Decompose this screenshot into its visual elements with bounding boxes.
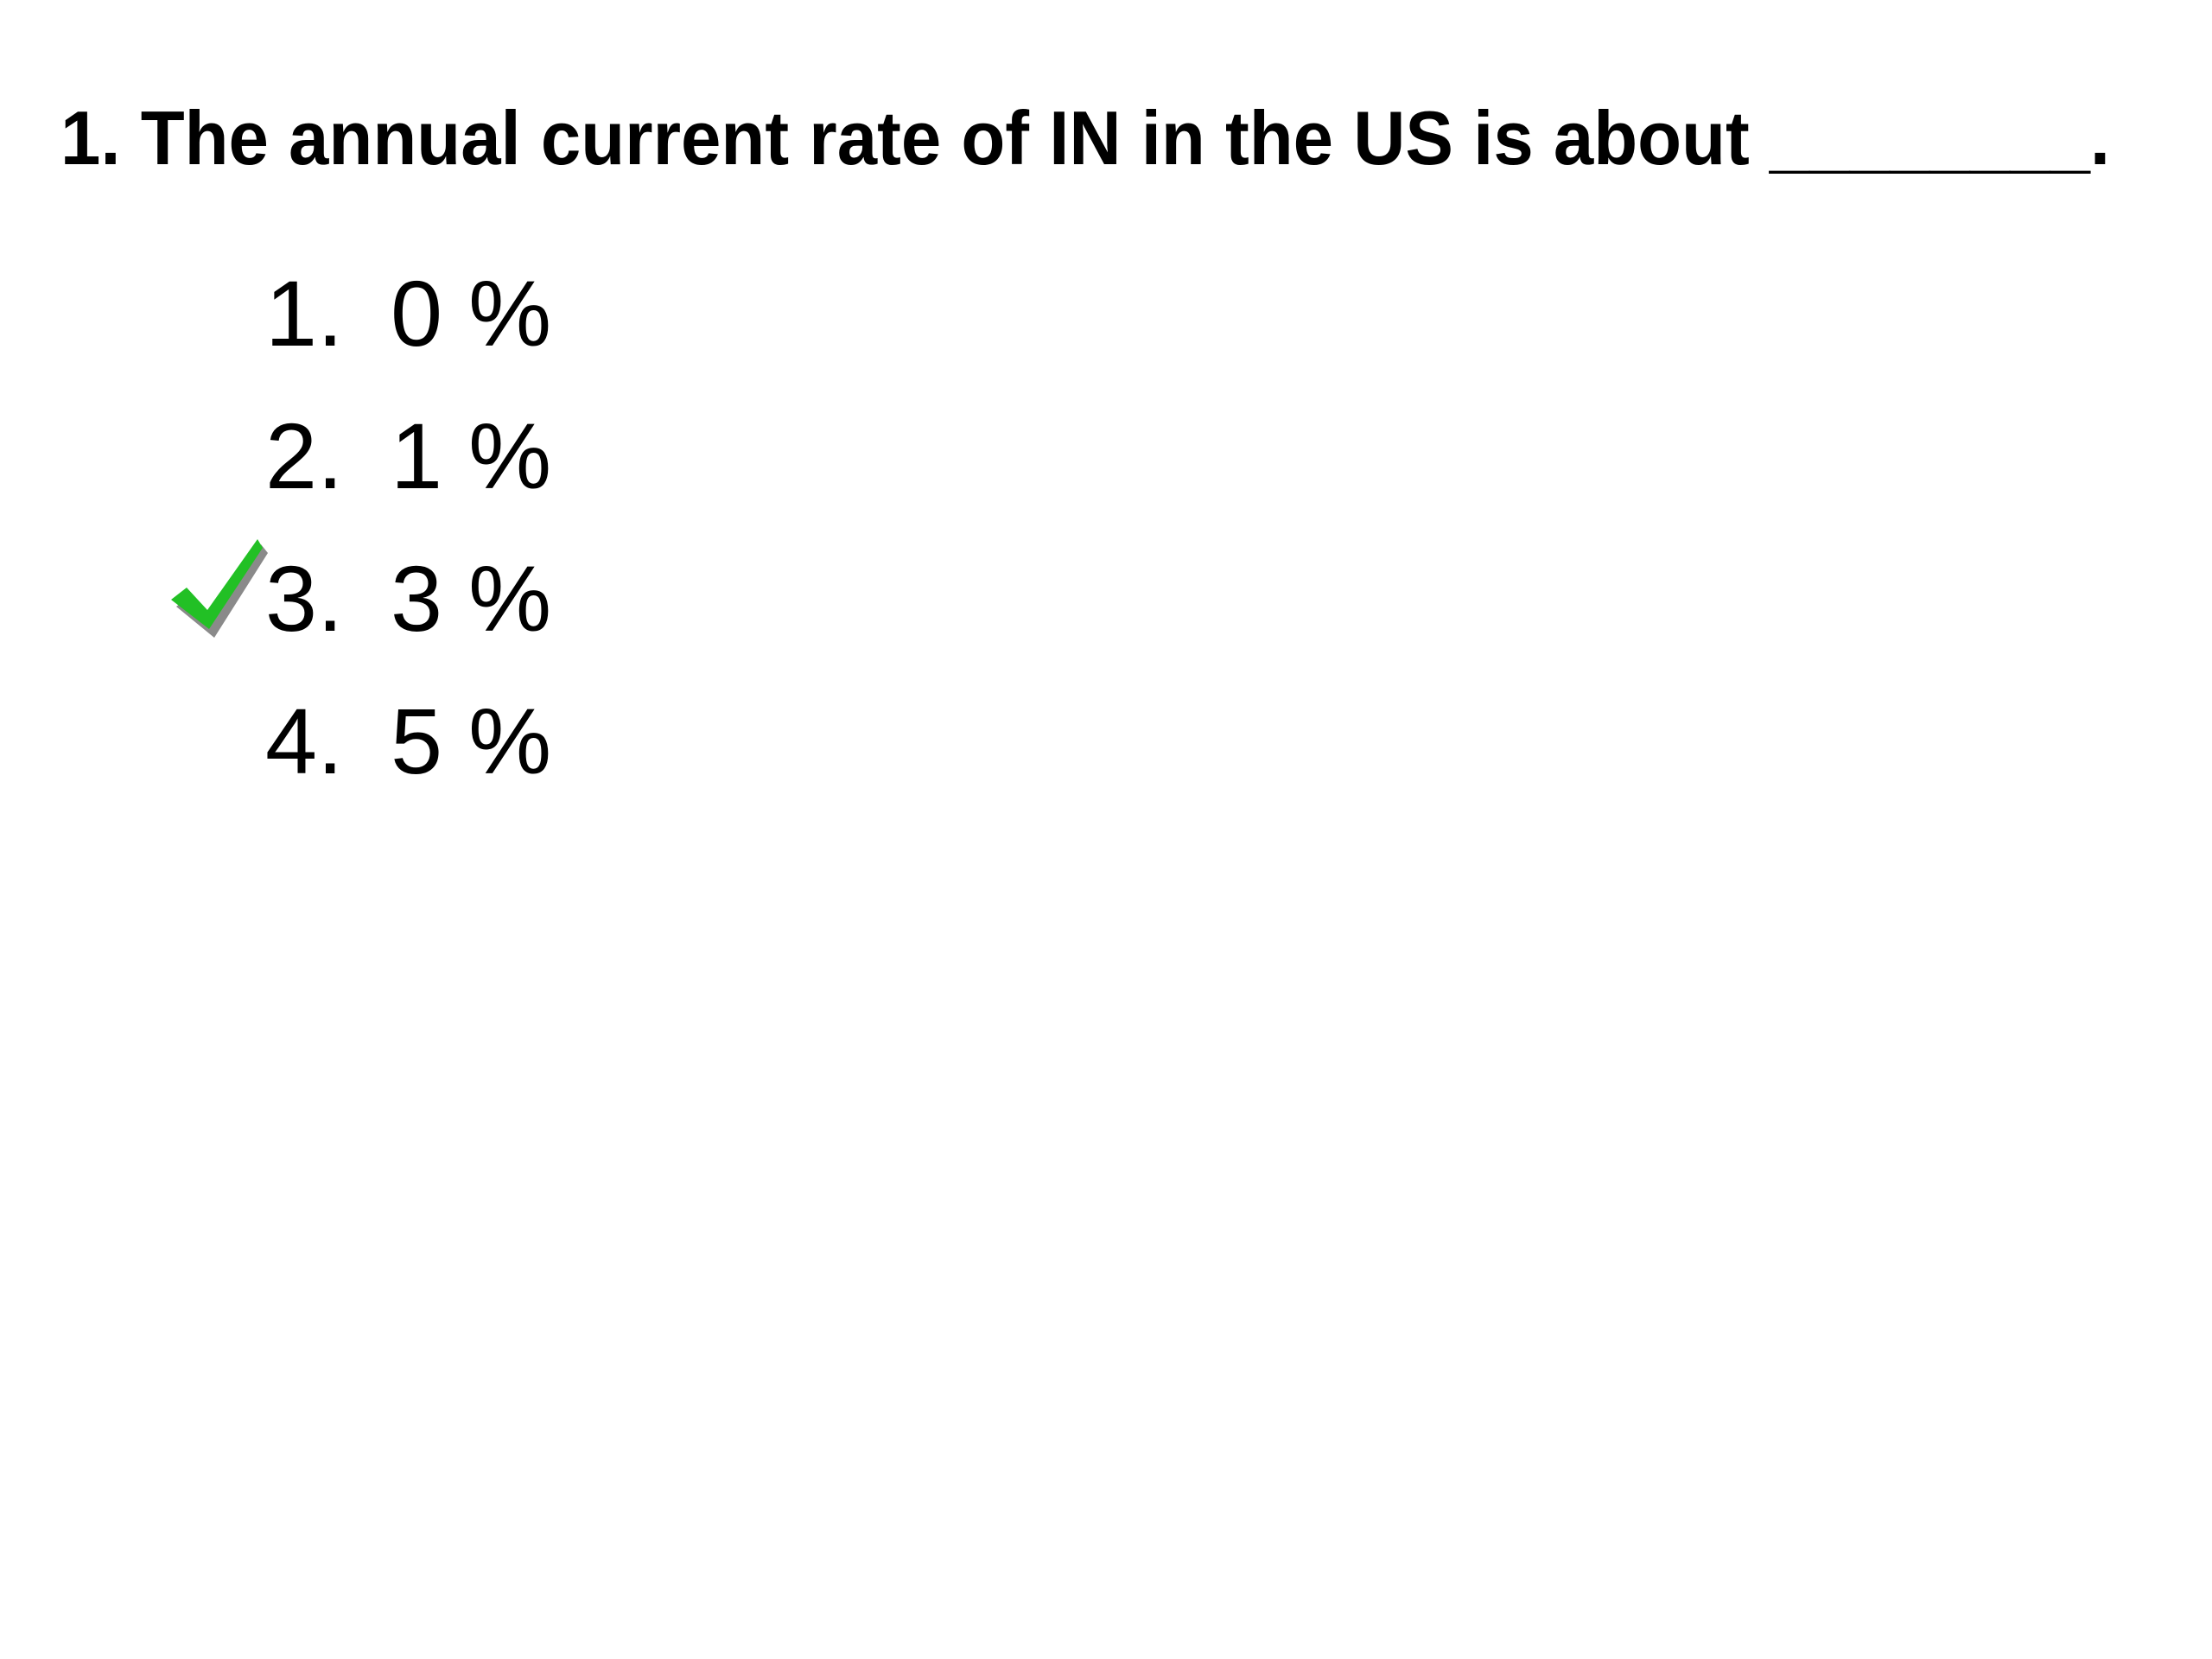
option-text: 5 % <box>391 689 551 793</box>
check-mark <box>171 539 268 638</box>
option-marker: 4. <box>265 689 343 793</box>
option-marker: 1. <box>265 261 343 365</box>
option-marker: 3. <box>265 546 343 651</box>
check-fill <box>171 539 263 629</box>
option-text: 0 % <box>391 261 551 365</box>
option-text: 3 % <box>391 546 551 651</box>
option-marker: 2. <box>265 404 343 508</box>
option-text: 1 % <box>391 404 551 508</box>
question: 1. The annual current rate of IN in the … <box>60 95 2110 181</box>
options: 1. 0 % 2. 1 % 3. 3 % 4. 5 % <box>171 261 551 793</box>
